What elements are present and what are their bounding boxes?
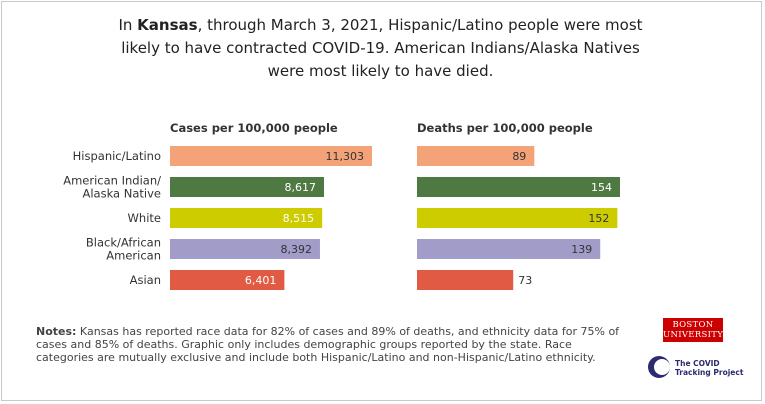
headline-line2: likely to have contracted COVID-19. Amer…	[121, 39, 640, 57]
category-label-line: Black/African	[86, 236, 161, 250]
category-label: American Indian/Alaska Native	[63, 174, 161, 201]
category-label: White	[128, 211, 161, 225]
notes-text: Notes: Kansas has reported race data for…	[36, 325, 626, 364]
bar	[170, 239, 320, 259]
panel-title: Cases per 100,000 people	[170, 121, 338, 135]
category-label-line: Hispanic/Latino	[73, 149, 161, 163]
data-label: 73	[518, 274, 532, 287]
bar	[417, 208, 618, 228]
boston-university-logo: BOSTON UNIVERSITY	[663, 318, 723, 342]
bar	[417, 270, 514, 290]
bu-logo-line1: BOSTON	[672, 320, 714, 330]
data-label: 8,515	[283, 212, 315, 225]
category-label-line: White	[128, 211, 161, 225]
notes-label: Notes:	[36, 325, 77, 338]
bar-charts: Hispanic/Latino American Indian/Alaska Na…	[63, 121, 620, 290]
bu-logo-line2: UNIVERSITY	[663, 330, 724, 340]
bar	[170, 208, 323, 228]
headline-line3: were most likely to have died.	[267, 62, 494, 80]
data-label: 6,401	[245, 274, 277, 287]
data-label: 152	[588, 212, 609, 225]
category-label-line: American	[106, 249, 161, 263]
headline-prefix: In	[118, 16, 138, 34]
bar	[417, 146, 535, 166]
data-label: 139	[571, 243, 592, 256]
ctp-logo-line2: Tracking Project	[675, 368, 744, 377]
data-label: 8,617	[284, 181, 316, 194]
notes-body: Kansas has reported race data for 82% of…	[36, 325, 620, 364]
bar	[417, 177, 620, 197]
data-label: 154	[591, 181, 612, 194]
headline-line1-rest: , through March 3, 2021, Hispanic/Latino…	[197, 16, 643, 34]
bar	[170, 146, 372, 166]
data-label: 8,392	[280, 243, 312, 256]
category-label: Asian	[130, 273, 161, 287]
ctp-logo-icon	[648, 356, 670, 378]
bar	[170, 177, 324, 197]
bar	[417, 239, 601, 259]
covid-tracking-project-logo: The COVID Tracking Project	[648, 356, 748, 382]
headline-state: Kansas	[137, 16, 198, 34]
data-label: 11,303	[326, 150, 365, 163]
chart-headline: In Kansas, through March 3, 2021, Hispan…	[0, 14, 761, 83]
category-label-line: Asian	[130, 273, 161, 287]
category-label: Black/African American	[86, 236, 161, 263]
category-label-line: American Indian/	[63, 174, 161, 188]
category-label-line: Alaska Native	[83, 187, 162, 201]
ctp-logo-line1: The COVID	[675, 359, 720, 368]
category-label: Hispanic/Latino	[73, 149, 161, 163]
panel-title: Deaths per 100,000 people	[417, 121, 593, 135]
data-label: 89	[512, 150, 526, 163]
bar	[170, 270, 285, 290]
ctp-logo-text: The COVID Tracking Project	[675, 359, 743, 377]
